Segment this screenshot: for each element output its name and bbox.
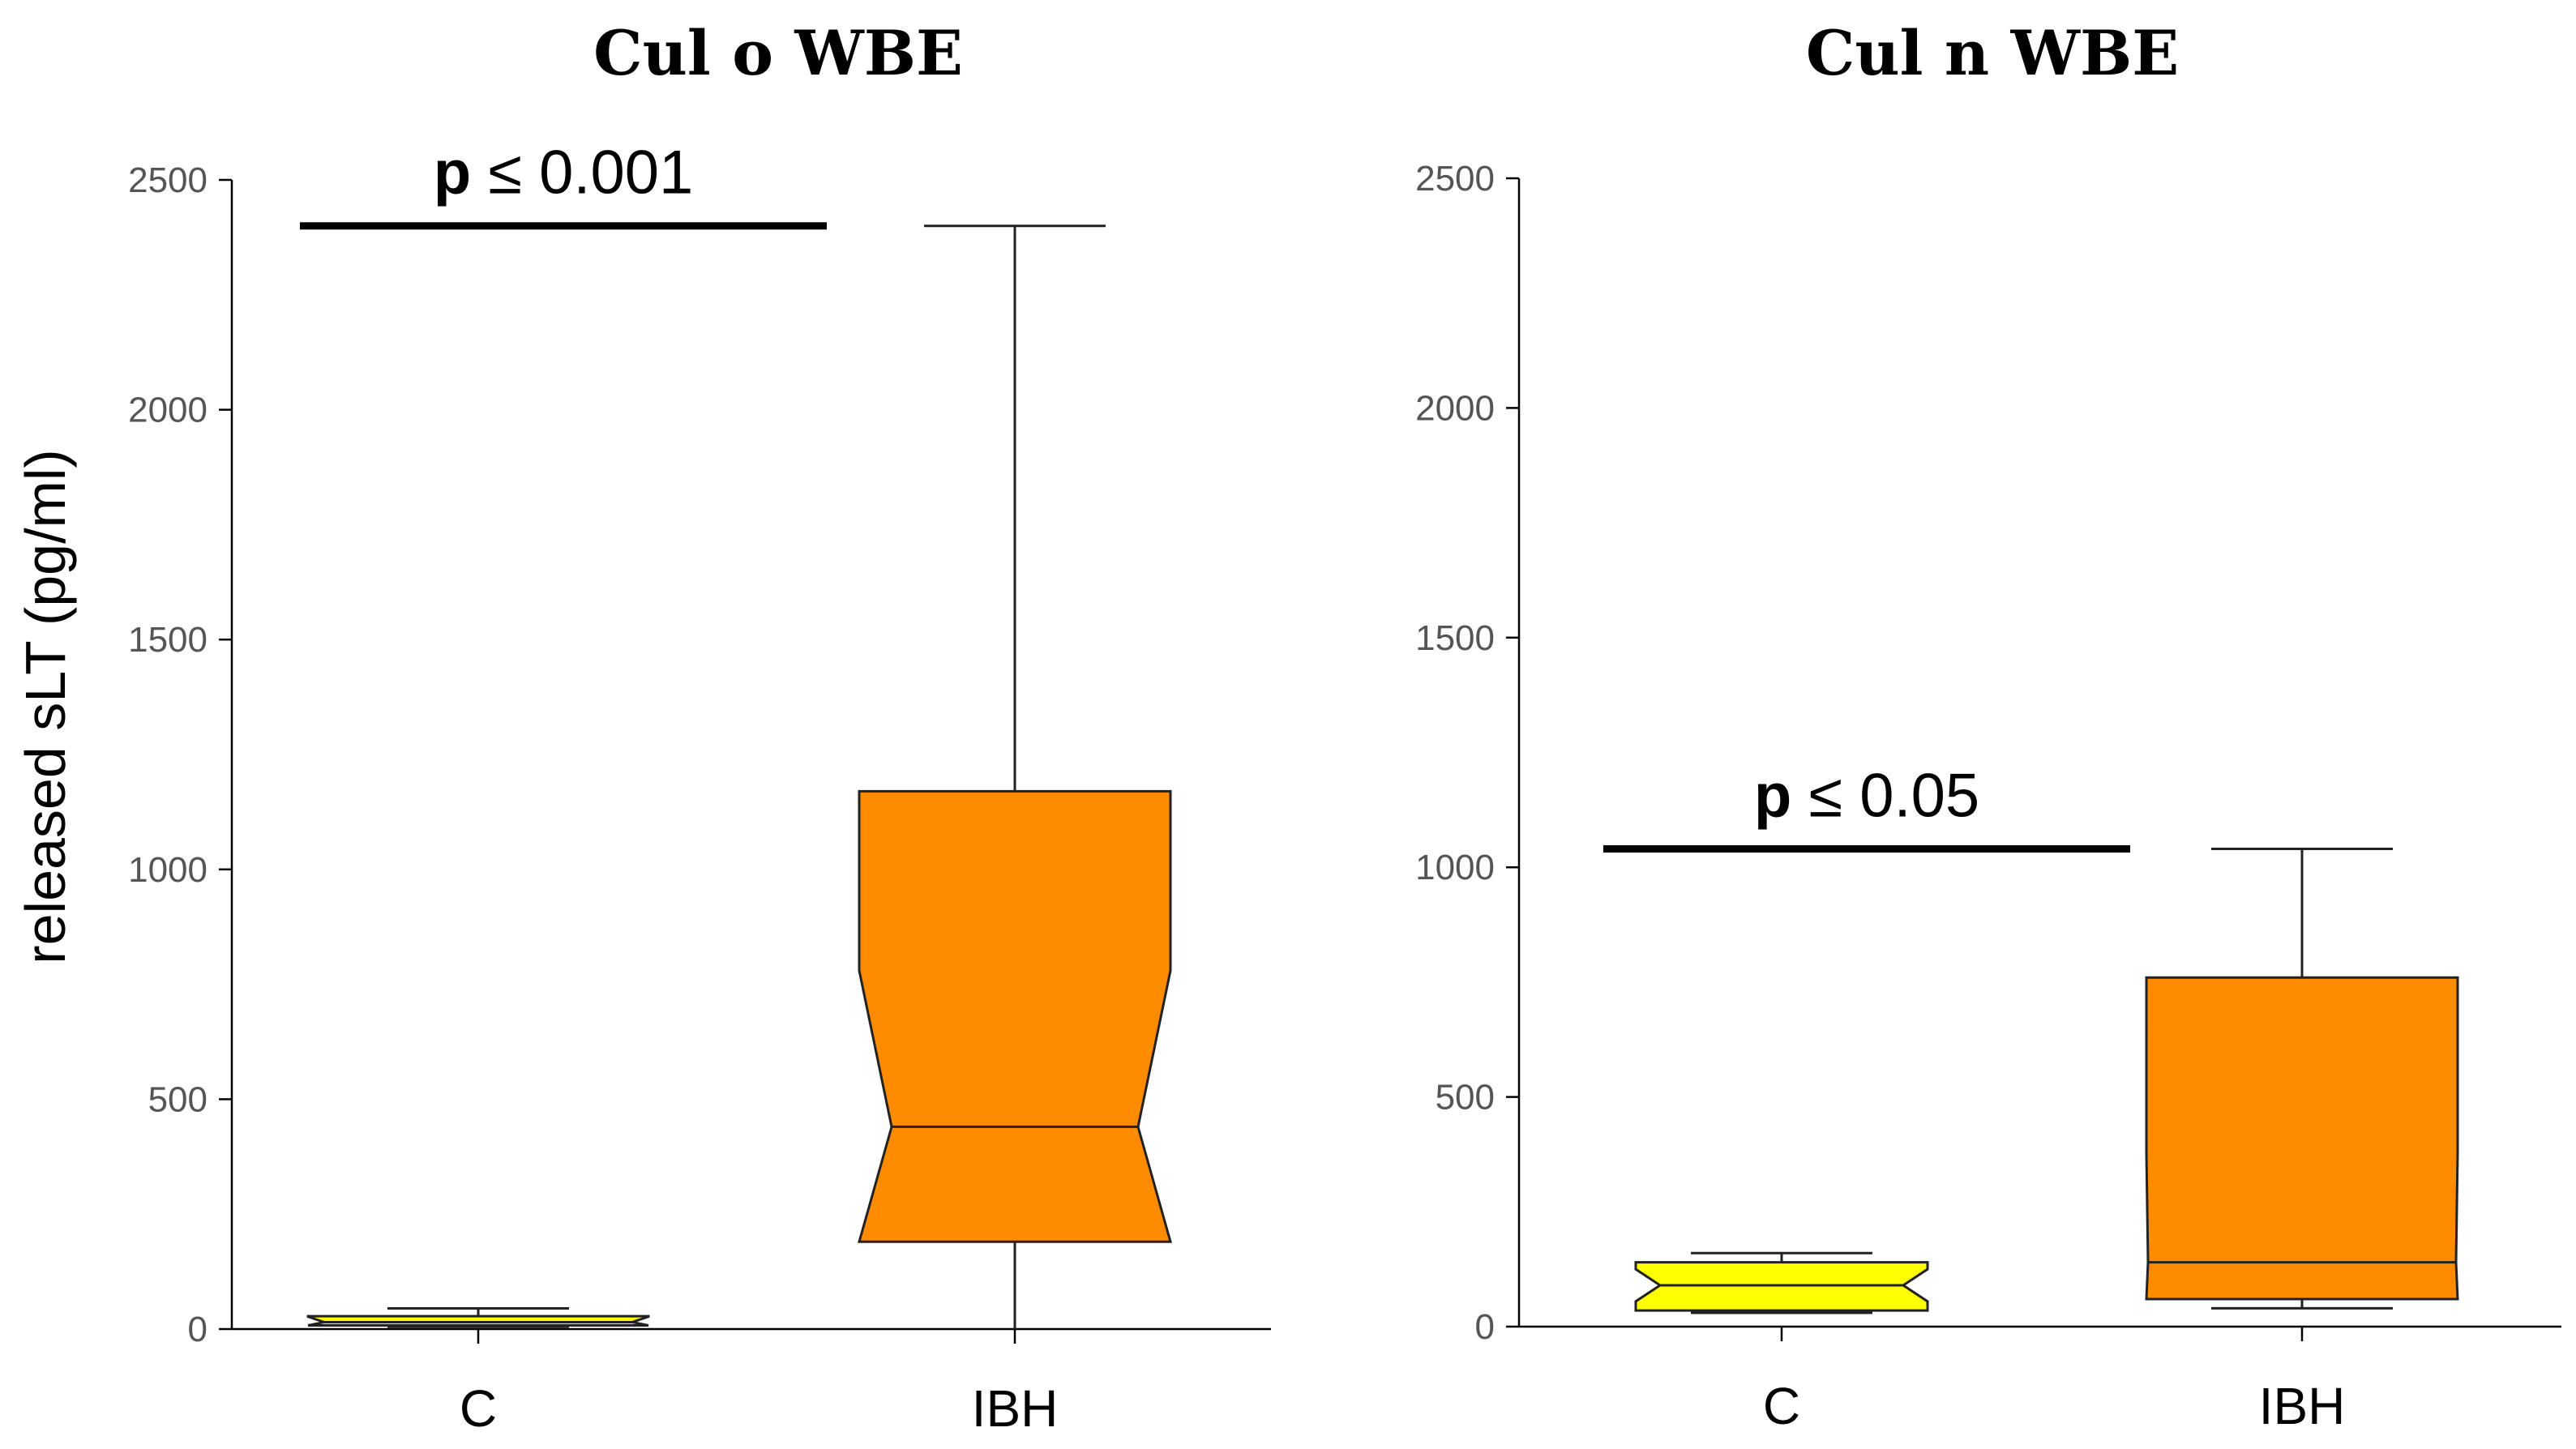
y-tick-label: 2500 — [128, 160, 208, 200]
significance-p: p — [434, 139, 471, 207]
y-tick-label: 2000 — [1415, 388, 1495, 428]
significance-label: p ≤ 0.05 — [1754, 762, 1979, 831]
significance-p: p — [1754, 762, 1791, 831]
category-label: IBH — [2259, 1377, 2346, 1435]
box-c — [1634, 1251, 1929, 1314]
y-tick-label: 500 — [148, 1079, 208, 1119]
panel-culture-o-wbe: Cul o WBE released sLT (pg/ml) 0 500 1000 1… — [14, 17, 1271, 1438]
category-label: IBH — [972, 1379, 1059, 1438]
box-body — [306, 1314, 650, 1327]
significance-annotation: p ≤ 0.001 — [300, 139, 827, 230]
category-labels: C IBH — [1763, 1327, 2345, 1435]
box-body — [2145, 976, 2459, 1301]
y-tick-label: 1500 — [1415, 618, 1495, 658]
significance-label: p ≤ 0.001 — [434, 139, 694, 207]
boxes — [1634, 848, 2459, 1314]
significance-annotation: p ≤ 0.05 — [1603, 762, 2130, 853]
box-ibh — [2145, 848, 2459, 1310]
axes — [230, 180, 1271, 1331]
panel-title: Cul o WBE — [593, 17, 963, 89]
box-ibh — [858, 224, 1172, 1329]
box-body — [858, 789, 1172, 1243]
category-label: C — [1763, 1377, 1800, 1435]
y-axis-title: released sLT (pg/ml) — [14, 449, 77, 964]
box-c — [306, 1306, 650, 1328]
y-tick-label: 1500 — [128, 620, 208, 660]
panel-title: Cul n WBE — [1806, 17, 2179, 89]
y-tick-label: 500 — [1436, 1078, 1495, 1118]
y-tick-label: 1000 — [128, 850, 208, 890]
category-label: C — [460, 1379, 497, 1438]
significance-value: ≤ 0.05 — [1791, 762, 1979, 831]
significance-value: ≤ 0.001 — [471, 139, 693, 207]
axes — [1517, 178, 2561, 1328]
category-labels: C IBH — [460, 1329, 1058, 1438]
boxes — [306, 224, 1172, 1329]
y-tick-label: 2000 — [128, 391, 208, 430]
y-tick-label: 2500 — [1415, 159, 1495, 199]
y-ticks: 0 500 1000 1500 2000 2500 — [1415, 159, 1519, 1347]
y-ticks: 0 500 1000 1500 2000 2500 — [128, 160, 232, 1349]
y-tick-label: 0 — [188, 1310, 208, 1349]
y-tick-label: 1000 — [1415, 848, 1495, 887]
y-tick-label: 0 — [1475, 1307, 1495, 1347]
